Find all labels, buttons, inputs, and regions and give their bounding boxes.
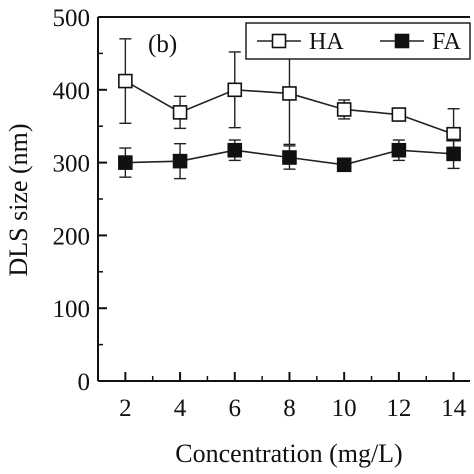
fa-data-point xyxy=(336,157,352,173)
legend-marker-ha xyxy=(271,33,287,49)
legend-label-fa: FA xyxy=(432,29,462,55)
fa-data-point xyxy=(391,142,407,158)
x-tick-label: 6 xyxy=(229,395,242,422)
y-tick-label: 0 xyxy=(78,369,91,396)
x-tick-label: 10 xyxy=(332,395,357,422)
x-tick-label: 2 xyxy=(119,395,132,422)
ha-data-point xyxy=(336,102,352,117)
y-tick-label: 400 xyxy=(53,78,91,105)
fa-data-point xyxy=(282,150,297,165)
ha-data-point xyxy=(227,82,243,98)
y-tick-label: 500 xyxy=(53,5,91,32)
y-tick-label: 200 xyxy=(53,223,91,250)
y-tick-label: 100 xyxy=(53,296,91,323)
x-tick-label: 14 xyxy=(441,395,467,422)
data-layer xyxy=(118,38,461,180)
legend: HA FA xyxy=(245,22,471,60)
x-tick-label: 8 xyxy=(283,395,296,422)
y-tick-label: 300 xyxy=(53,151,91,178)
y-axis-label: DLS size (nm) xyxy=(4,123,33,276)
axes-layer: 0 100 200 300 400 500 2 4 6 8 10 12 14 xyxy=(53,5,470,422)
ha-data-point xyxy=(172,105,188,120)
fa-data-point xyxy=(172,153,188,169)
ha-data-point xyxy=(391,107,407,122)
ha-data-point xyxy=(118,73,133,89)
fa-data-point xyxy=(118,155,133,170)
legend-marker-fa xyxy=(394,33,410,49)
panel-label: (b) xyxy=(148,31,177,58)
legend-label-ha: HA xyxy=(309,29,344,55)
x-axis-label: Concentration (mg/L) xyxy=(175,439,402,468)
x-tick-label: 4 xyxy=(174,395,187,422)
ha-data-point xyxy=(282,86,297,101)
x-tick-label: 12 xyxy=(386,395,411,422)
fa-data-point xyxy=(446,146,461,162)
fa-data-point xyxy=(227,142,243,158)
